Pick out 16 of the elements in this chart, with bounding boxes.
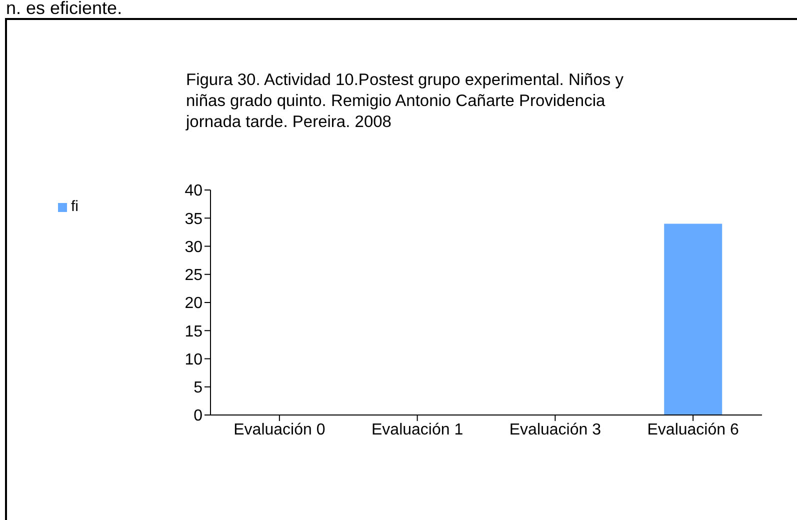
y-tick-label: 25 [184, 267, 203, 284]
x-tick-label: Evaluación 1 [372, 421, 464, 438]
legend-label: fi [71, 198, 78, 215]
y-tick-label: 0 [194, 408, 203, 425]
y-tick-label: 15 [184, 323, 203, 340]
y-tick-label: 20 [184, 295, 203, 312]
chart-title: Figura 30. Actividad 10.Postest grupo experimental. Niños y niñas grado quinto. Remigio Antonio Cañarte Providencia jornada tarde. Pereira. 2008 [186, 70, 624, 133]
y-tick-label: 40 [184, 182, 203, 200]
y-tick-label: 35 [184, 210, 203, 228]
x-tick-label: Evaluación 6 [647, 421, 739, 438]
x-tick-label: Evaluación 3 [509, 421, 602, 438]
y-tick-label: 5 [194, 380, 203, 397]
x-tick-label: Evaluación 0 [234, 421, 326, 438]
y-tick-label: 30 [184, 238, 203, 256]
text: n. es eficiente. [6, 0, 122, 19]
y-tick-label: 10 [184, 351, 203, 368]
